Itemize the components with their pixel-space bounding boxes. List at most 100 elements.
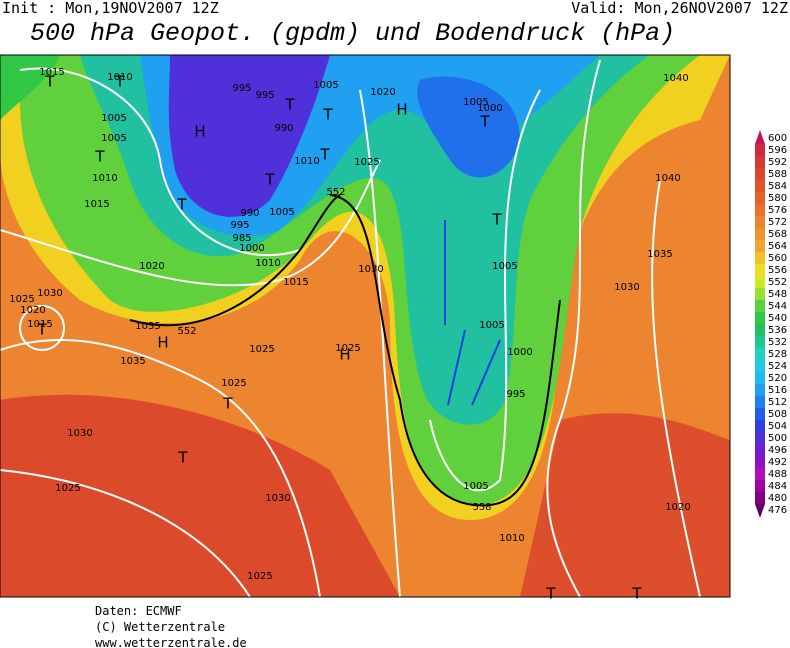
contour-label: 1010 [294, 156, 319, 167]
contour-label: 1030 [614, 282, 639, 293]
colorbar-swatch [755, 168, 765, 180]
colorbar-label: 584 [768, 181, 787, 192]
colorbar-label: 500 [768, 433, 787, 444]
contour-label: 1030 [265, 493, 290, 504]
colorbar-swatch [755, 300, 765, 312]
colorbar-label: 512 [768, 397, 787, 408]
website: www.wetterzentrale.de [95, 636, 247, 648]
colorbar-label: 524 [768, 361, 787, 372]
contour-label: 1000 [507, 347, 532, 358]
contour-label: 1015 [39, 67, 64, 78]
contour-label: 1025 [335, 343, 360, 354]
contour-label: 1025 [221, 378, 246, 389]
pressure-center: T [545, 585, 556, 603]
contour-label: 1020 [665, 502, 690, 513]
colorbar-label: 564 [768, 241, 787, 252]
contour-label: 1035 [135, 321, 160, 332]
contour-label: 1025 [354, 157, 379, 168]
colorbar-label: 528 [768, 349, 787, 360]
contour-label: 552 [326, 187, 345, 198]
contour-label: 995 [506, 389, 525, 400]
colorbar-label: 540 [768, 313, 787, 324]
colorbar-swatch [755, 408, 765, 420]
colorbar-label: 552 [768, 277, 787, 288]
contour-label: 1005 [463, 97, 488, 108]
colorbar-swatch [755, 204, 765, 216]
pressure-center: H [157, 334, 168, 352]
contour-label: 1025 [249, 344, 274, 355]
colorbar-swatch [755, 432, 765, 444]
contour-label: 1010 [499, 533, 524, 544]
colorbar-label: 592 [768, 157, 787, 168]
contour-label: 1010 [92, 173, 117, 184]
colorbar-swatch [755, 324, 765, 336]
contour-label: 1040 [663, 73, 688, 84]
colorbar-swatch [755, 144, 765, 156]
colorbar-label: 484 [768, 481, 787, 492]
colorbar-swatch [755, 240, 765, 252]
contour-label: 1040 [655, 173, 680, 184]
contour-label: 1025 [9, 294, 34, 305]
contour-label: 995 [230, 220, 249, 231]
contour-label: 990 [240, 208, 259, 219]
pressure-center: T [44, 73, 55, 91]
pressure-center: H [396, 101, 407, 119]
colorbar-swatch [755, 130, 765, 144]
colorbar-label: 488 [768, 469, 787, 480]
colorbar-label: 600 [768, 133, 787, 144]
colorbar-swatch [755, 504, 765, 518]
colorbar-label: 536 [768, 325, 787, 336]
colorbar-swatch [755, 276, 765, 288]
colorbar-swatch [755, 216, 765, 228]
copyright: (C) Wetterzentrale [95, 620, 225, 634]
colorbar-swatch [755, 420, 765, 432]
pressure-center: T [36, 321, 47, 339]
pressure-center: T [176, 196, 187, 214]
colorbar-swatch [755, 156, 765, 168]
contour-label: 1010 [255, 258, 280, 269]
contour-label: 1020 [370, 87, 395, 98]
contour-label: 1005 [101, 133, 126, 144]
contour-label: 1030 [67, 428, 92, 439]
contour-label: 1020 [139, 261, 164, 272]
pressure-center: T [631, 585, 642, 603]
pressure-center: T [177, 449, 188, 467]
contour-label: 995 [255, 90, 274, 101]
colorbar-swatch [755, 348, 765, 360]
colorbar-label: 532 [768, 337, 787, 348]
contour-label: 1005 [463, 481, 488, 492]
colorbar-swatch [755, 228, 765, 240]
colorbar-swatch [755, 468, 765, 480]
colorbar-swatch [755, 252, 765, 264]
contour-label: 558 [472, 502, 491, 513]
contour-label: 1005 [269, 207, 294, 218]
pressure-center: T [222, 395, 233, 413]
contour-label: 1035 [647, 249, 672, 260]
colorbar-swatch [755, 192, 765, 204]
colorbar-label: 508 [768, 409, 787, 420]
colorbar-swatch [755, 288, 765, 300]
colorbar-label: 576 [768, 205, 787, 216]
pressure-center: T [264, 171, 275, 189]
colorbar-label: 568 [768, 229, 787, 240]
contour-label: 995 [232, 83, 251, 94]
pressure-center: H [194, 123, 205, 141]
colorbar-label: 476 [768, 505, 787, 516]
colorbar-label: 596 [768, 145, 787, 156]
colorbar-label: 480 [768, 493, 787, 504]
map-title: 500 hPa Geopot. (gpdm) und Bodendruck (h… [30, 19, 675, 48]
contour-label: 1000 [477, 103, 502, 114]
init-time: Init : Mon,19NOV2007 12Z [2, 0, 219, 17]
contour-label: 1025 [247, 571, 272, 582]
colorbar-swatch [755, 444, 765, 456]
pressure-center: H [339, 346, 350, 364]
colorbar-swatch [755, 372, 765, 384]
colorbar-label: 572 [768, 217, 787, 228]
pressure-center: T [284, 96, 295, 114]
data-source: Daten: ECMWF [95, 604, 182, 618]
colorbar-label: 516 [768, 385, 787, 396]
contour-label: 1025 [55, 483, 80, 494]
contour-label: 1010 [107, 72, 132, 83]
